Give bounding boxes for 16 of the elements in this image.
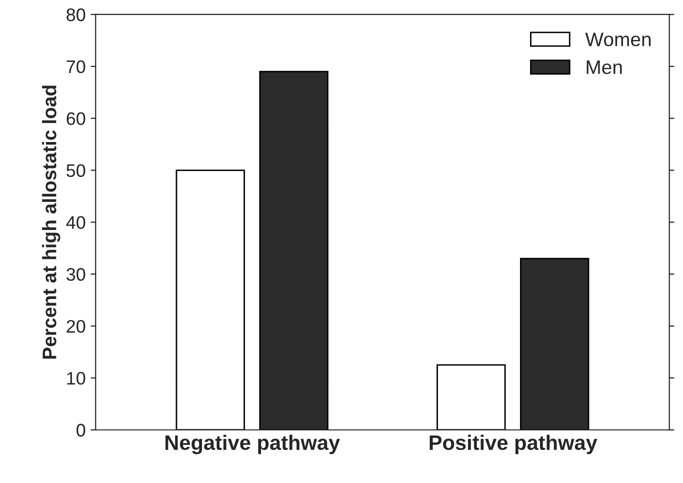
y-tick-label: 70: [66, 60, 86, 74]
y-tick-label: 0: [76, 424, 86, 437]
legend-label: Men: [586, 60, 622, 74]
x-tick-label: Positive pathway: [430, 434, 598, 454]
y-tick-label: 40: [66, 216, 86, 229]
y-tick-label: 30: [66, 268, 86, 281]
y-tick-label: 20: [66, 320, 86, 333]
y-axis-title: Percent at high allostatic load: [42, 86, 60, 359]
bar: [176, 170, 245, 430]
y-tick-label: 60: [66, 112, 86, 126]
y-tick-label: 50: [66, 164, 86, 177]
bar: [436, 364, 506, 430]
y-tick-label: 80: [66, 8, 86, 22]
legend-label: Women: [585, 32, 651, 46]
x-tick-label: Negative pathway: [165, 434, 340, 454]
y-tick-label: 10: [67, 372, 86, 385]
